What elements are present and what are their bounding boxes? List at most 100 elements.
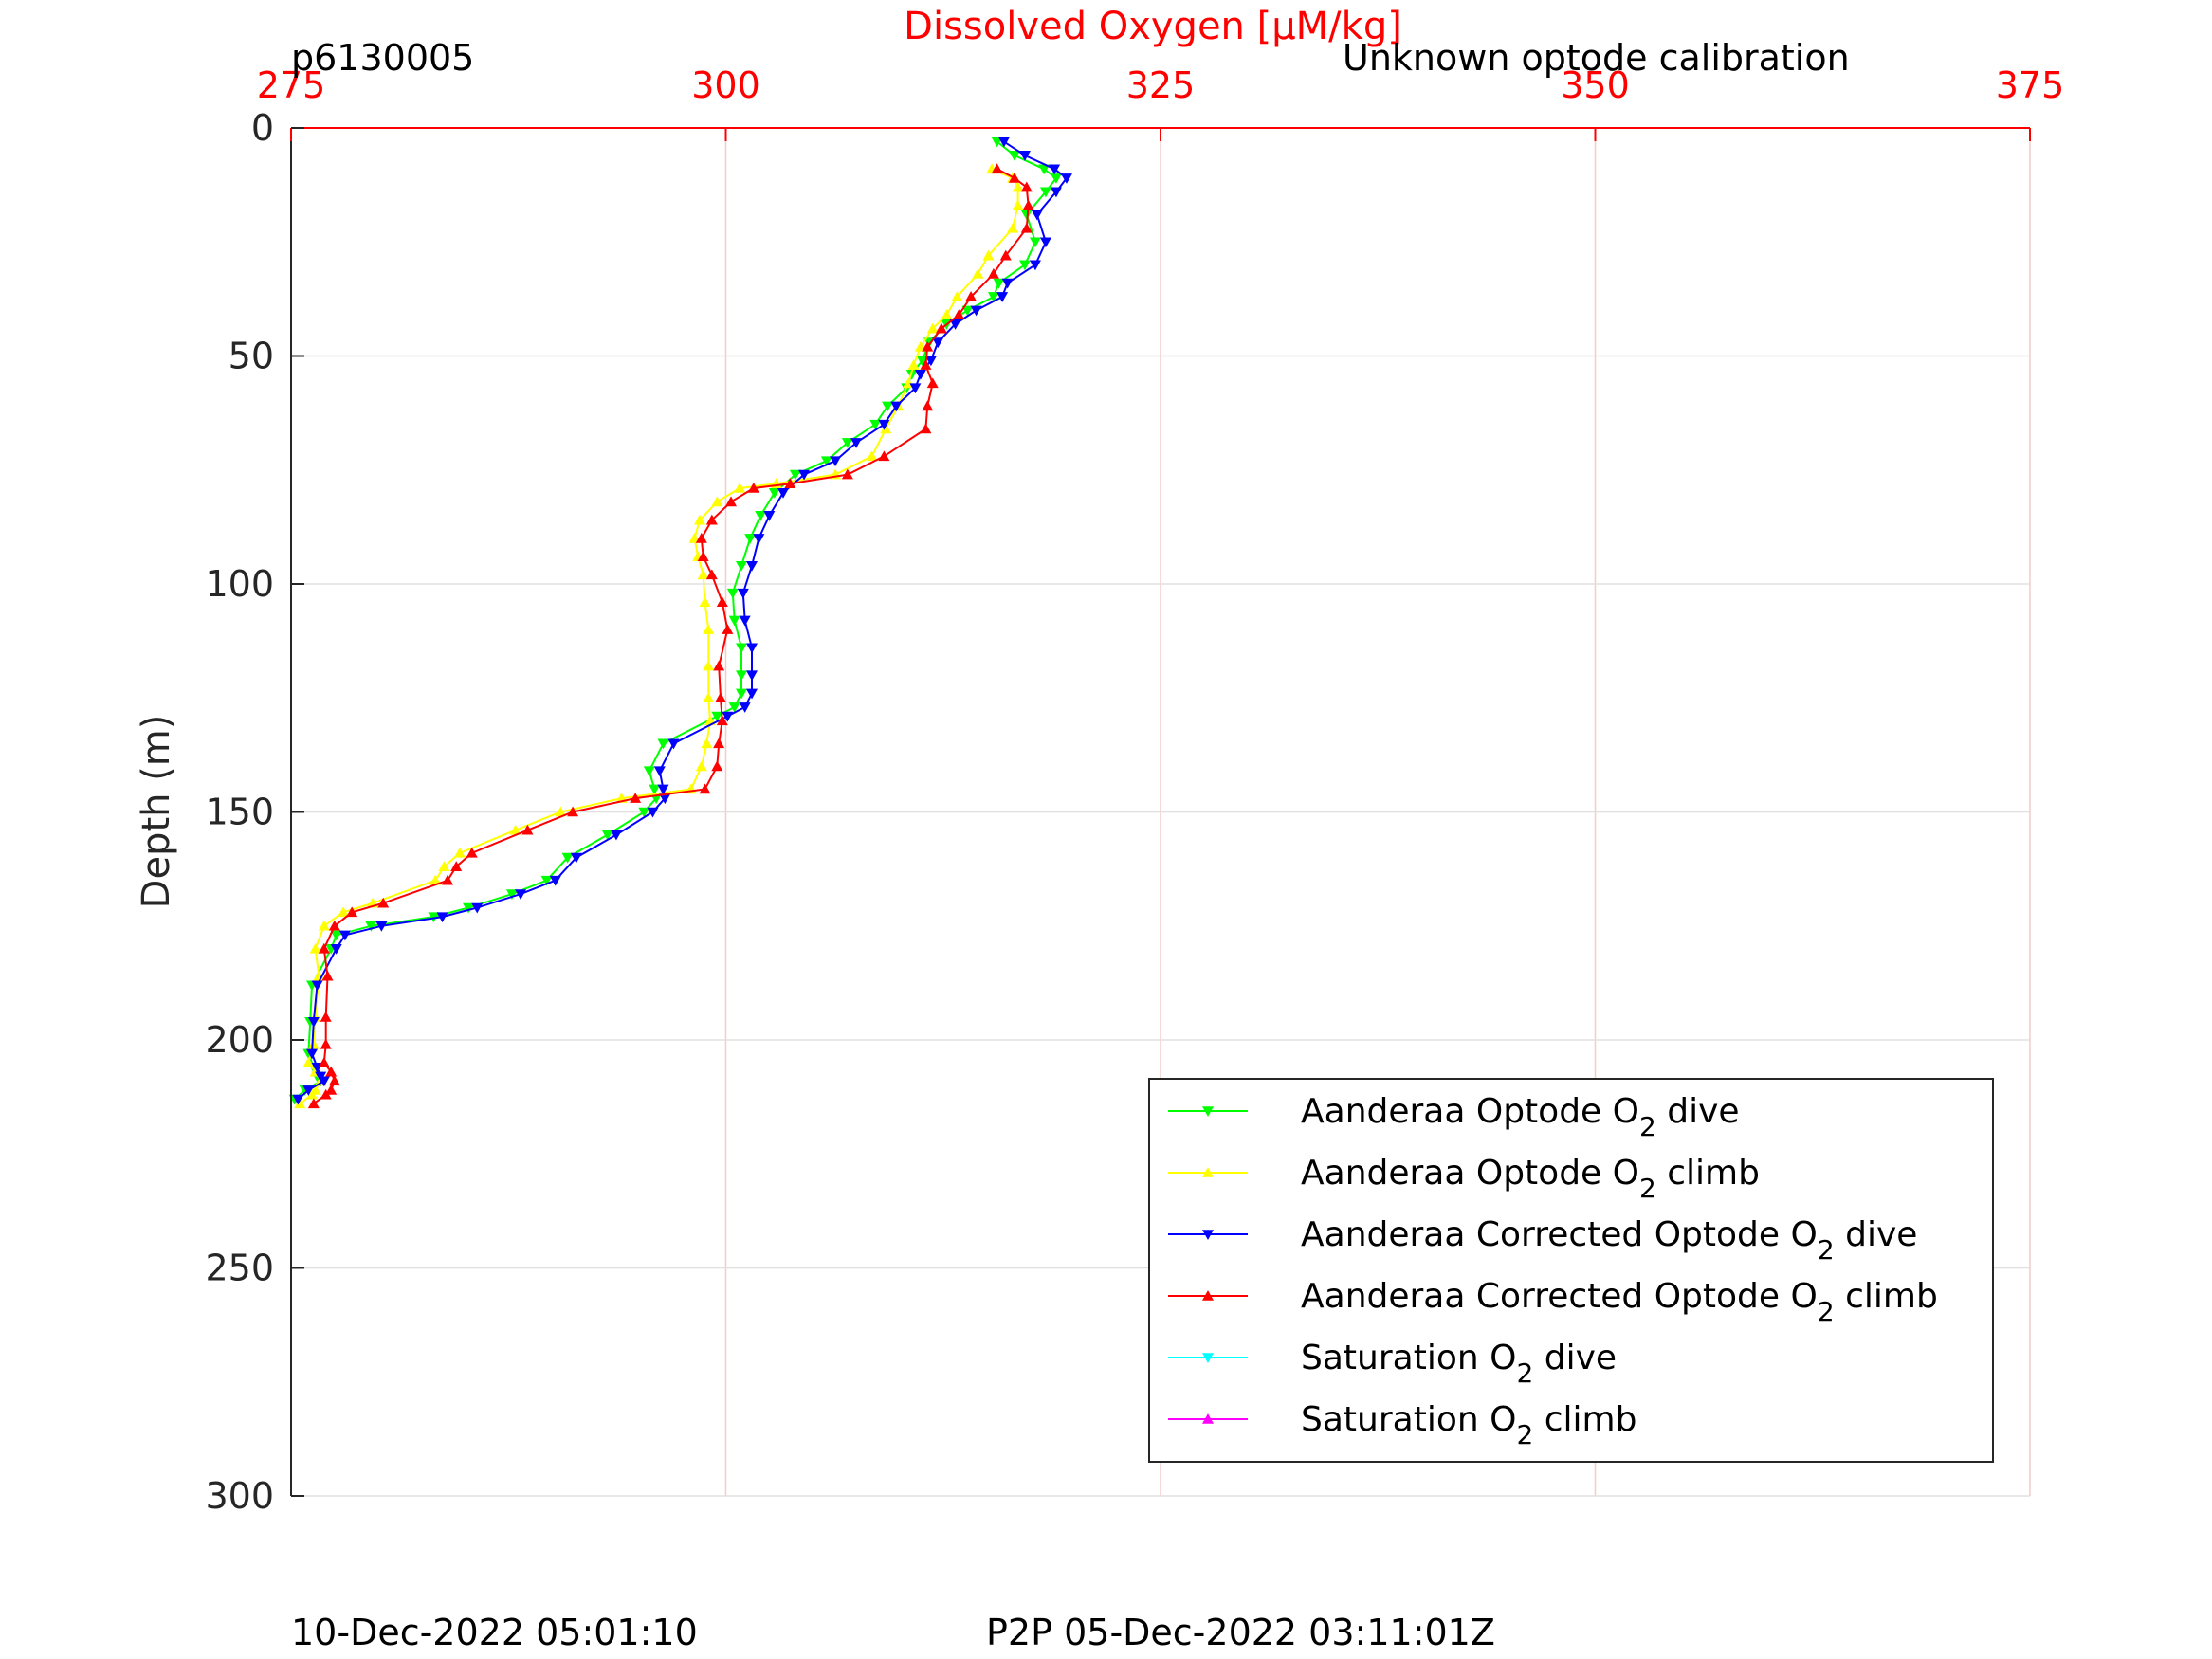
data-point: [768, 488, 780, 499]
data-point: [746, 560, 759, 572]
data-point: [630, 793, 642, 803]
data-point: [555, 806, 567, 817]
legend-item: Aanderaa Optode O2 dive: [1168, 1092, 1740, 1142]
data-point: [991, 163, 1003, 174]
y-tick-label: 300: [205, 1475, 274, 1517]
data-point: [438, 861, 450, 872]
data-point: [471, 902, 484, 914]
data-point: [377, 897, 390, 908]
legend-swatch-marker: [1202, 1230, 1214, 1240]
data-point: [338, 906, 350, 918]
data-point: [890, 401, 903, 412]
data-point: [922, 400, 934, 411]
legend-swatch-marker: [1202, 1353, 1214, 1363]
data-point: [1050, 187, 1062, 198]
x-tick-label: 300: [691, 64, 760, 106]
data-point: [1001, 278, 1014, 289]
data-point: [1060, 173, 1072, 184]
data-point: [970, 305, 982, 317]
data-point: [318, 1057, 330, 1067]
data-point: [789, 469, 801, 481]
legend-label: Aanderaa Optode O2 dive: [1301, 1092, 1740, 1142]
data-point: [784, 478, 796, 488]
data-point: [951, 290, 963, 301]
data-point: [736, 688, 748, 700]
data-point: [1018, 151, 1031, 161]
data-point: [601, 830, 613, 841]
data-point: [375, 921, 388, 932]
legend-label: Aanderaa Optode O2 climb: [1301, 1154, 1760, 1204]
data-point: [318, 920, 330, 931]
y-tick-label: 250: [205, 1248, 274, 1289]
data-point: [1008, 172, 1020, 183]
data-point: [657, 784, 669, 795]
data-point: [1008, 151, 1020, 161]
series-1: [294, 163, 1024, 1109]
data-point: [953, 309, 965, 320]
data-point: [830, 456, 842, 467]
data-point: [703, 624, 715, 634]
data-point: [878, 419, 890, 430]
data-point: [1050, 173, 1062, 184]
data-point: [365, 921, 377, 932]
footer-right-timestamp: P2P 05-Dec-2022 03:11:01Z: [986, 1612, 1495, 1653]
data-point: [346, 906, 358, 918]
data-point: [922, 340, 934, 352]
data-point: [916, 356, 928, 367]
data-point: [701, 738, 713, 749]
data-point: [711, 760, 723, 772]
legend-item: Saturation O2 dive: [1168, 1339, 1617, 1389]
data-point: [987, 292, 999, 302]
data-point: [657, 738, 669, 750]
data-point: [321, 970, 334, 981]
data-point: [941, 309, 953, 320]
data-point: [515, 889, 527, 901]
data-point: [699, 596, 711, 608]
y-tick-label: 150: [205, 792, 274, 833]
legend-swatch-marker: [1202, 1106, 1214, 1117]
data-point: [736, 560, 748, 572]
data-point: [325, 1066, 338, 1077]
x-axis-title: Dissolved Oxygen [µM/kg]: [904, 5, 1402, 48]
data-point: [1038, 164, 1051, 175]
plot-series: [288, 137, 1072, 1109]
data-point: [695, 532, 707, 543]
data-point: [318, 942, 330, 954]
data-point: [965, 290, 978, 301]
data-point: [1031, 210, 1043, 221]
legend-label: Aanderaa Corrected Optode O2 climb: [1301, 1277, 1938, 1327]
data-point: [841, 468, 853, 480]
data-point: [320, 1038, 332, 1049]
data-point: [643, 766, 655, 777]
data-point: [505, 889, 518, 901]
data-point: [328, 920, 340, 931]
legend: Aanderaa Optode O2 dive Aanderaa Optode O…: [1148, 1078, 1994, 1463]
data-point: [306, 1048, 319, 1060]
data-point: [521, 824, 534, 835]
x-tick-label: 325: [1126, 64, 1196, 106]
data-point: [932, 337, 944, 349]
data-point: [705, 514, 718, 525]
data-point: [294, 1098, 306, 1109]
data-point: [728, 702, 740, 713]
data-point: [307, 1038, 320, 1049]
data-point: [610, 830, 622, 841]
data-point: [820, 456, 832, 467]
data-point: [926, 322, 939, 334]
calibration-note: Unknown optode calibration: [1343, 37, 1850, 79]
data-point: [1022, 199, 1034, 210]
data-point: [703, 692, 715, 703]
data-point: [320, 1011, 332, 1022]
data-point: [703, 660, 715, 671]
data-point: [649, 784, 661, 795]
data-point: [850, 438, 863, 448]
data-point: [653, 766, 666, 777]
data-point: [309, 942, 321, 954]
data-point: [926, 377, 939, 389]
data-point: [716, 596, 728, 608]
data-point: [961, 305, 974, 317]
data-point: [746, 670, 759, 682]
data-point: [722, 624, 734, 634]
data-point: [798, 469, 811, 481]
data-point: [436, 912, 448, 923]
